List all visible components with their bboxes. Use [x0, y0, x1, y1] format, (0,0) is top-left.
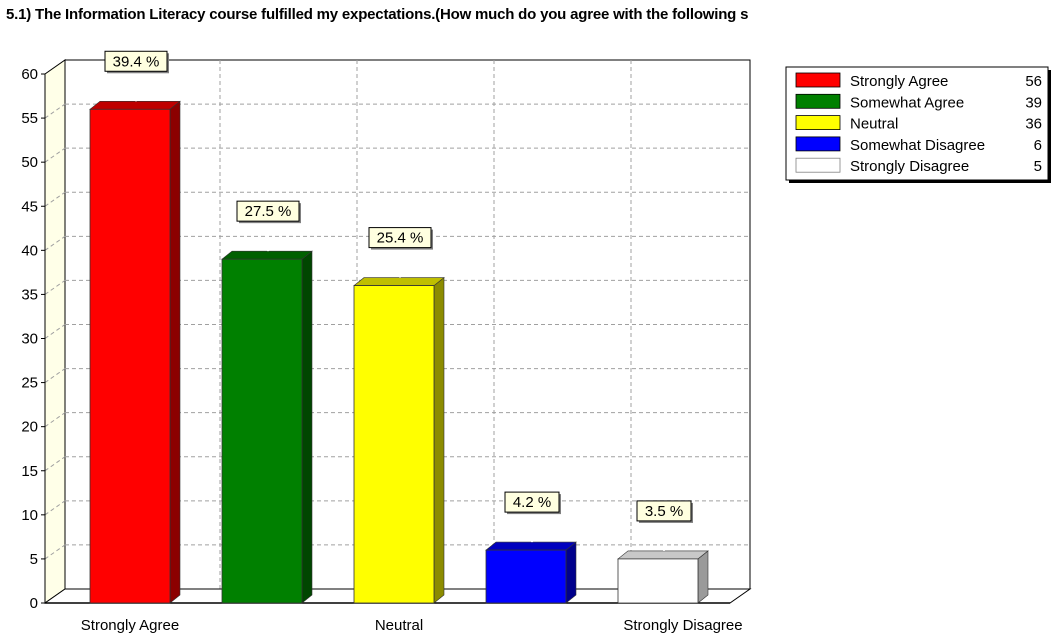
percent-label: 27.5 % — [236, 200, 301, 252]
legend-swatch — [795, 72, 841, 88]
bar-side — [169, 100, 181, 604]
legend-value: 36 — [1025, 116, 1042, 133]
y-tick-label: 45 — [21, 198, 38, 215]
x-axis-ticks: Strongly Agree Neutral Strongly Disagree — [81, 617, 743, 634]
bar-top — [485, 541, 577, 551]
y-tick-label: 0 — [30, 595, 38, 612]
legend-swatch — [795, 93, 841, 109]
legend-label: Strongly Agree — [850, 73, 948, 90]
label-box — [236, 200, 300, 222]
percent-label: 39.4 % — [104, 50, 169, 102]
bar-neutral — [353, 276, 445, 604]
legend-label: Neutral — [850, 116, 898, 133]
bar-side — [565, 541, 577, 604]
percent-labels: 39.4 % 27.5 % 25.4 % 4.2 % 3.5 % — [104, 50, 693, 551]
label-text: 39.4 % — [113, 53, 160, 70]
percent-label: 4.2 % — [504, 491, 561, 543]
y-tick-label: 60 — [21, 66, 38, 83]
legend-label: Somewhat Disagree — [850, 137, 985, 154]
legend-item: Strongly Disagree 5 — [795, 157, 1042, 175]
x-tick-label: Strongly Agree — [81, 617, 179, 634]
percent-label: 25.4 % — [368, 227, 433, 278]
bar-front — [221, 258, 303, 604]
bars — [89, 100, 709, 604]
legend-swatch — [795, 157, 841, 173]
legend-value: 5 — [1034, 158, 1042, 175]
y-tick-label: 10 — [21, 507, 38, 524]
y-tick-label: 30 — [21, 331, 38, 348]
bar-front — [485, 549, 567, 604]
bar-strongly-agree — [89, 100, 181, 604]
y-tick-label: 55 — [21, 110, 38, 127]
bar-front — [353, 285, 435, 604]
legend-item: Somewhat Disagree 6 — [795, 136, 1042, 154]
label-box — [636, 500, 692, 522]
legend-value: 6 — [1034, 137, 1042, 154]
legend-item: Somewhat Agree 39 — [795, 93, 1042, 111]
chart-title: 5.1) The Information Literacy course ful… — [6, 6, 749, 23]
bar-somewhat-agree — [221, 250, 313, 604]
y-tick-label: 35 — [21, 286, 38, 303]
legend-label: Strongly Disagree — [850, 158, 969, 175]
x-tick-label: Neutral — [375, 617, 423, 634]
legend-item: Neutral 36 — [795, 115, 1042, 133]
bar-side — [433, 276, 445, 604]
x-tick-label: Strongly Disagree — [623, 617, 742, 634]
legend-item: Strongly Agree 56 — [795, 72, 1042, 90]
bar-side — [301, 250, 313, 604]
legend-label: Somewhat Agree — [850, 94, 964, 111]
label-box — [504, 491, 560, 513]
legend-swatch — [795, 115, 841, 130]
y-tick-label: 40 — [21, 242, 38, 259]
percent-label: 3.5 % — [636, 500, 693, 551]
bar-top — [89, 100, 181, 110]
y-tick-label: 15 — [21, 463, 38, 480]
y-tick-label: 20 — [21, 419, 38, 436]
bar-front — [617, 558, 699, 604]
label-text: 25.4 % — [377, 230, 424, 247]
bar-top — [617, 550, 709, 560]
bar-top — [353, 277, 445, 286]
label-text: 3.5 % — [645, 503, 683, 520]
label-text: 27.5 % — [245, 203, 292, 220]
bar-somewhat-disagree — [485, 541, 577, 604]
bar-top — [221, 250, 313, 260]
side-wall — [44, 59, 66, 604]
label-text: 4.2 % — [513, 494, 551, 511]
legend-swatch — [795, 136, 841, 152]
bar-side — [697, 550, 709, 604]
y-tick-label: 50 — [21, 154, 38, 171]
bar-front — [89, 108, 171, 604]
bar-strongly-disagree — [617, 550, 709, 604]
y-tick-label: 25 — [21, 375, 38, 392]
legend-value: 56 — [1025, 73, 1042, 90]
y-tick-label: 5 — [30, 551, 38, 568]
legend-value: 39 — [1025, 94, 1042, 111]
label-box — [104, 50, 168, 72]
y-axis-ticks: 0 5 10 15 20 25 30 35 40 45 50 55 60 — [21, 66, 45, 612]
label-box — [368, 227, 432, 249]
